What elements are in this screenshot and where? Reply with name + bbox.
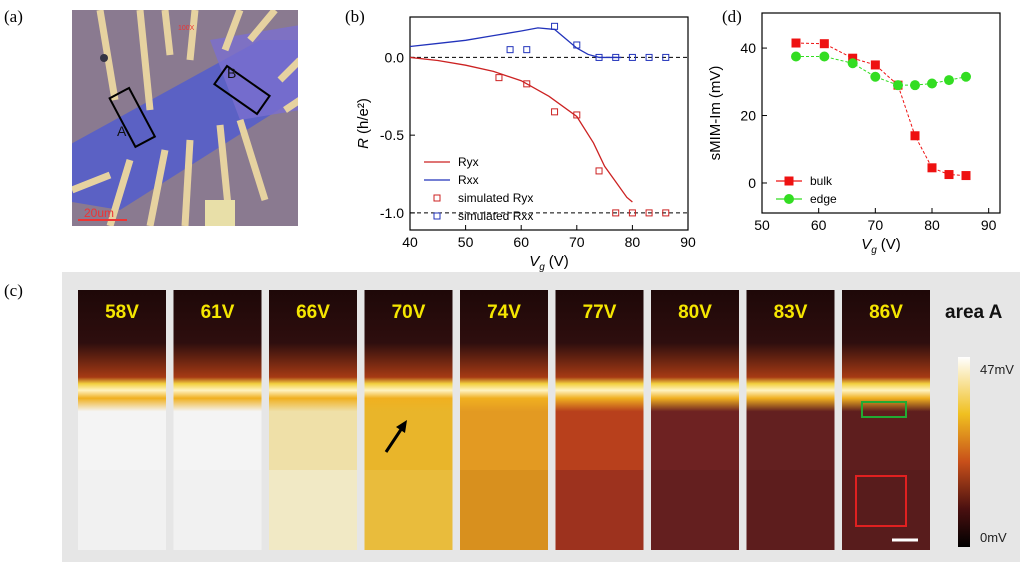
y-axis-symbol: R (355, 138, 372, 149)
image-bottom-shade (174, 470, 262, 550)
x-axis-unit: (V) (881, 236, 901, 253)
panel-label: (b) (345, 7, 365, 26)
series-line (796, 43, 966, 176)
image-bottom-shade (651, 470, 739, 550)
voltage-label: 61V (201, 302, 235, 323)
voltage-label: 83V (774, 302, 808, 323)
panel-label: (d) (722, 7, 742, 26)
data-point (928, 163, 937, 172)
data-point (927, 78, 937, 88)
data-point (910, 80, 920, 90)
x-axis-subscript: g (539, 262, 545, 273)
data-point (507, 47, 513, 53)
x-tick-label: 50 (458, 234, 474, 250)
voltage-label: 86V (869, 302, 903, 323)
image-strips: 58V 61V 66V 70V 74V 77V 80V 83V 86V (78, 290, 930, 550)
x-tick-label: 60 (513, 234, 529, 250)
y-tick-label: -1.0 (380, 205, 404, 221)
x-tick-label: 40 (402, 234, 418, 250)
voltage-label: 80V (678, 302, 712, 323)
data-point (819, 52, 829, 62)
y-axis-unit: (mV) (707, 66, 724, 99)
y-axis-label: sMIM-Im (mV) (707, 66, 724, 161)
image-bottom-shade (460, 470, 548, 550)
data-point (870, 72, 880, 82)
legend-label: edge (810, 192, 837, 206)
x-tick-label: 60 (811, 217, 827, 233)
x-tick-label: 80 (924, 217, 940, 233)
legend-label: Rxx (458, 173, 479, 187)
panel-label: (c) (4, 281, 23, 300)
x-tick-label: 70 (868, 217, 884, 233)
plot-frame (410, 17, 688, 230)
x-axis-subscript: g (871, 245, 877, 256)
data-point (911, 131, 920, 140)
data-point (945, 170, 954, 179)
area-label: area A (945, 302, 1003, 323)
legend-marker (434, 213, 440, 219)
image-bottom-shade (365, 470, 453, 550)
voltage-label: 58V (105, 302, 139, 323)
data-point (596, 168, 602, 174)
voltage-label: 70V (392, 302, 426, 323)
image-bottom-shade (78, 470, 166, 550)
data-point (496, 75, 502, 81)
data-point (552, 23, 558, 29)
colorbar (958, 357, 970, 547)
legend-label: simulated Ryx (458, 191, 533, 205)
image-bottom-shade (556, 470, 644, 550)
legend-marker (785, 177, 794, 186)
data-point (552, 109, 558, 115)
voltage-label: 77V (583, 302, 617, 323)
legend-label: Ryx (458, 155, 479, 169)
data-point (944, 75, 954, 85)
y-tick-label: 0.0 (385, 49, 405, 65)
y-axis-unit: (h/e²) (355, 98, 372, 134)
x-axis-unit: (V) (549, 253, 569, 270)
y-tick-label: -0.5 (380, 127, 404, 143)
data-point (871, 60, 880, 69)
series-line (410, 28, 621, 58)
image-bottom-shade (747, 470, 835, 550)
region-label: A (117, 123, 127, 139)
micrograph (60, 10, 310, 226)
colorbar-max: 47mV (980, 362, 1014, 377)
data-point (962, 171, 971, 180)
legend-marker (784, 194, 794, 204)
y-axis-label: R (h/e²) (355, 98, 372, 149)
data-point (961, 72, 971, 82)
figure: (a) (b) (c) (d) 100X A B 20um area A 47m (0, 0, 1025, 563)
image-bottom-shade (269, 470, 357, 550)
series-line (796, 57, 966, 86)
y-tick-label: 0 (748, 175, 756, 191)
x-tick-label: 90 (680, 234, 696, 250)
legend-label: simulated Rxx (458, 209, 533, 223)
voltage-label: 74V (487, 302, 521, 323)
scale-bar-label: 20um (84, 206, 114, 220)
legend-label: bulk (810, 174, 833, 188)
panel-label: (a) (4, 7, 23, 26)
voltage-label: 66V (296, 302, 330, 323)
data-point (893, 80, 903, 90)
data-point (524, 47, 530, 53)
y-axis-symbol: sMIM-Im (707, 102, 724, 160)
x-axis-label: Vg(V) (861, 236, 901, 256)
x-tick-label: 70 (569, 234, 585, 250)
region-label: B (227, 65, 236, 81)
x-tick-label: 50 (754, 217, 770, 233)
data-point (792, 39, 801, 48)
x-tick-label: 90 (981, 217, 997, 233)
y-tick-label: 20 (740, 108, 756, 124)
y-tick-label: 40 (740, 40, 756, 56)
x-tick-label: 80 (625, 234, 641, 250)
data-point (848, 58, 858, 68)
data-point (820, 39, 829, 48)
colorbar-min: 0mV (980, 530, 1007, 545)
x-axis-label: Vg(V) (529, 253, 569, 273)
data-point (791, 52, 801, 62)
magnification: 100X (178, 25, 195, 32)
legend-marker (434, 195, 440, 201)
